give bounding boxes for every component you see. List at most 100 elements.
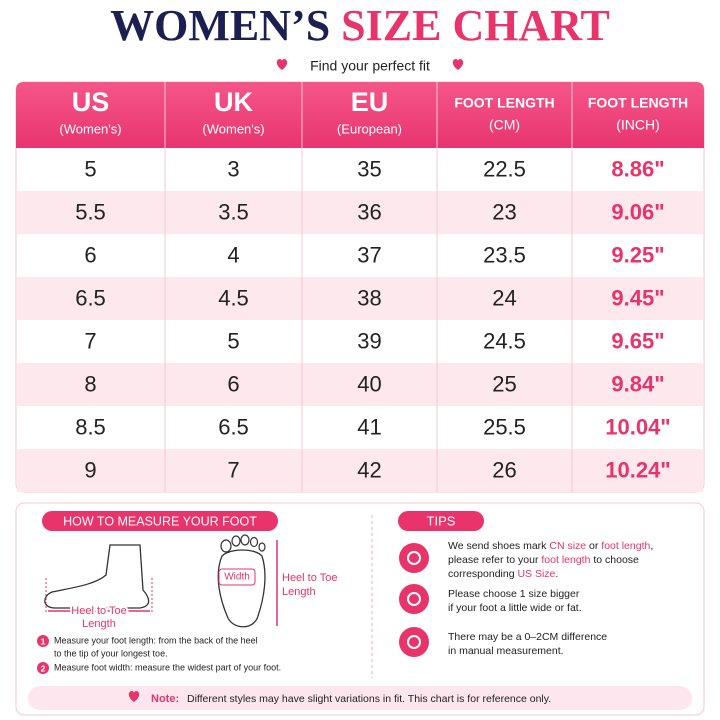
tip-text: There may be a 0–2CM difference xyxy=(448,631,607,643)
width-box xyxy=(218,568,256,586)
steps: 1 Measure your foot length: from the back… xyxy=(37,635,281,674)
tip-icon xyxy=(399,543,429,573)
table-cell: 26 xyxy=(492,457,516,482)
section-pill xyxy=(398,511,484,531)
tip-icon-mark xyxy=(407,635,421,649)
table-row xyxy=(17,191,703,234)
table-cell: 9.25" xyxy=(611,242,664,267)
column-subtitle: (Women's) xyxy=(202,121,264,136)
tip-text: in manual measurement. xyxy=(448,645,564,657)
table-cell: 5 xyxy=(227,328,239,353)
note-text: Different styles may have slight variati… xyxy=(187,693,551,705)
table-cell: 9.45" xyxy=(611,285,664,310)
info-panel xyxy=(15,502,705,716)
tip-segment: if your foot a little wide or fat. xyxy=(448,602,582,614)
table-cell: 6.5 xyxy=(75,285,106,310)
table-cell: 10.04" xyxy=(605,414,670,439)
note-label: Note: xyxy=(151,693,179,705)
step-badge xyxy=(37,635,49,647)
table-cell: 6 xyxy=(84,242,96,267)
column-subtitle: (Women's) xyxy=(59,121,121,136)
tip-text: Please choose 1 size bigger xyxy=(448,588,580,600)
title-part: SIZE CHART xyxy=(341,1,610,50)
table-cell: 7 xyxy=(227,457,239,482)
table-row xyxy=(17,277,703,320)
tip-text: We send shoes mark CN size or foot lengt… xyxy=(448,540,653,552)
tip-segment: . xyxy=(555,568,558,580)
tip-segment: please refer to your xyxy=(448,554,541,566)
table-cell: 25 xyxy=(492,371,516,396)
header-row xyxy=(16,82,704,148)
table-cell: 23 xyxy=(492,199,516,224)
tip-segment: in manual measurement. xyxy=(448,645,564,657)
table-cell: 25.5 xyxy=(483,414,526,439)
table-cell: 5 xyxy=(84,156,96,181)
table-cell: 4 xyxy=(227,242,239,267)
note-bar xyxy=(28,686,692,710)
subtitle: Find your perfect fit xyxy=(310,58,430,74)
table-row xyxy=(17,363,703,406)
tip-segment: Please choose 1 size bigger xyxy=(448,588,580,600)
table-row xyxy=(17,449,703,492)
table-cell: 39 xyxy=(357,328,381,353)
tip-segment: CN size xyxy=(549,540,586,552)
section-title: HOW TO MEASURE YOUR FOOT xyxy=(63,514,257,528)
table-cell: 7 xyxy=(84,328,96,353)
table-cell: 38 xyxy=(357,285,381,310)
column-subtitle: (INCH) xyxy=(616,117,660,133)
table-row xyxy=(17,406,703,449)
table-cell: 9 xyxy=(84,457,96,482)
table-cell: 41 xyxy=(357,414,381,439)
table-cell: 36 xyxy=(357,199,381,224)
table-cell: 8.86" xyxy=(611,156,664,181)
column-title: US xyxy=(72,87,110,117)
title-part: WOMEN’S xyxy=(110,1,341,50)
table-cell: 37 xyxy=(357,242,381,267)
size-table: US (Women's) UK (Women's) EU (European) FOOT L… xyxy=(16,82,704,492)
width-label: Width xyxy=(224,572,250,583)
column-title: FOOT LENGTH xyxy=(588,95,688,111)
column-title: EU xyxy=(351,87,389,117)
tip-text: if your foot a little wide or fat. xyxy=(448,602,582,614)
table-cell: 9.06" xyxy=(611,199,664,224)
table-cell: 42 xyxy=(357,457,381,482)
table-cell: 3.5 xyxy=(218,199,249,224)
length-label: Length xyxy=(282,586,316,598)
length-label: Length xyxy=(82,618,116,630)
table-row xyxy=(17,320,703,363)
toes xyxy=(220,534,266,553)
step-number: 2 xyxy=(41,663,46,673)
table-cell: 10.24" xyxy=(605,457,670,482)
tip-icon xyxy=(399,584,429,614)
step-number: 1 xyxy=(41,636,46,646)
tip-segment: corresponding xyxy=(448,568,517,580)
section-pill xyxy=(42,511,278,531)
step-text: Measure foot width: measure the widest p… xyxy=(54,662,281,672)
tip-text: please refer to your foot length to choo… xyxy=(448,554,639,566)
step-text: to the tip of your longest toe. xyxy=(54,648,168,658)
length-label: Heel to Toe xyxy=(282,572,337,584)
tips: We send shoes mark CN size or foot lengt… xyxy=(399,540,653,657)
heart-icon xyxy=(452,59,464,70)
tip-segment: or xyxy=(586,540,601,552)
step-badge xyxy=(37,662,49,674)
table-cell: 8.5 xyxy=(75,414,106,439)
table-cell: 3 xyxy=(227,156,239,181)
table-row xyxy=(17,234,703,277)
tip-segment: foot length xyxy=(601,540,650,552)
table-cell: 8 xyxy=(84,371,96,396)
section-title: TIPS xyxy=(427,513,456,528)
table-cell: 24.5 xyxy=(483,328,526,353)
tip-icon-mark xyxy=(407,551,421,565)
tip-icon-mark xyxy=(407,592,421,606)
table-cell: 5.5 xyxy=(75,199,106,224)
step-text: Measure your foot length: from the back … xyxy=(54,635,258,645)
table-cell: 23.5 xyxy=(483,242,526,267)
table-cell: 24 xyxy=(492,285,516,310)
column-subtitle: (European) xyxy=(337,121,402,136)
length-label: Heel to Toe xyxy=(71,605,126,617)
column-subtitle: (CM) xyxy=(489,117,520,133)
tip-icon xyxy=(399,627,429,657)
tip-segment: US Size xyxy=(517,568,555,580)
